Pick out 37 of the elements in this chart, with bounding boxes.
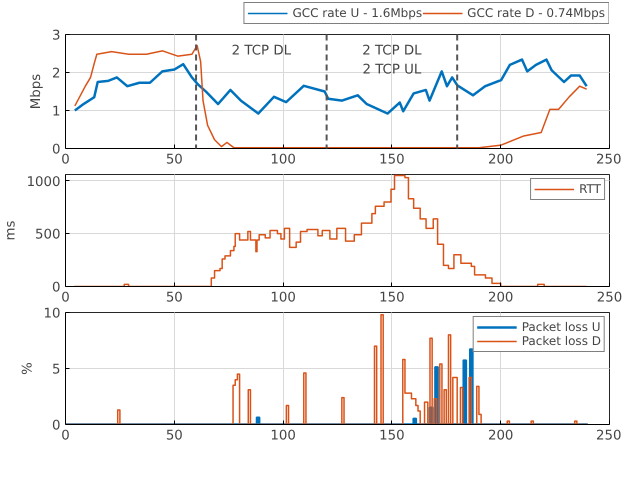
annotation: 2 TCP DL: [232, 44, 292, 59]
x-tick-label: 200: [488, 290, 514, 306]
line-series: [74, 44, 588, 148]
annotation: 2 TCP DL 2 TCP UL: [362, 44, 422, 78]
x-tick-label: 150: [379, 428, 405, 444]
legend-label: RTT: [579, 182, 601, 196]
y-tick-label: 10: [44, 306, 61, 322]
x-tick-label: 50: [166, 428, 183, 444]
y-axis-title: ms: [4, 220, 19, 240]
x-tick-label: 100: [270, 290, 296, 306]
y-tick-label: 3: [52, 28, 61, 44]
x-tick-label: 250: [596, 152, 622, 168]
y-tick-label: 1000: [26, 174, 61, 190]
y-tick-label: 0: [52, 418, 61, 434]
legend-label: Packet loss U: [522, 320, 601, 334]
x-tick-label: 200: [488, 428, 514, 444]
y-tick-label: 5: [52, 362, 61, 378]
x-tick-label: 50: [166, 290, 183, 306]
x-tick-label: 250: [596, 290, 622, 306]
legend-label: Packet loss D: [522, 334, 601, 348]
x-tick-label: 100: [270, 152, 296, 168]
x-tick-label: 200: [488, 152, 514, 168]
x-tick-label: 250: [596, 428, 622, 444]
y-axis-title: %: [20, 362, 36, 375]
x-tick-label: 150: [379, 290, 405, 306]
y-tick-label: 1: [52, 104, 61, 120]
legend-label: GCC rate U - 1.6Mbps: [292, 6, 422, 20]
legend-label: GCC rate D - 0.74Mbps: [467, 6, 605, 20]
y-tick-label: 0: [52, 142, 61, 158]
y-axis-title: Mbps: [29, 74, 44, 110]
y-tick-label: 2: [52, 66, 61, 82]
y-tick-label: 0: [52, 280, 61, 296]
x-tick-label: 50: [166, 152, 183, 168]
line-series: [74, 58, 588, 115]
x-tick-label: 150: [379, 152, 405, 168]
y-tick-label: 500: [35, 228, 61, 243]
x-tick-label: 100: [270, 428, 296, 444]
